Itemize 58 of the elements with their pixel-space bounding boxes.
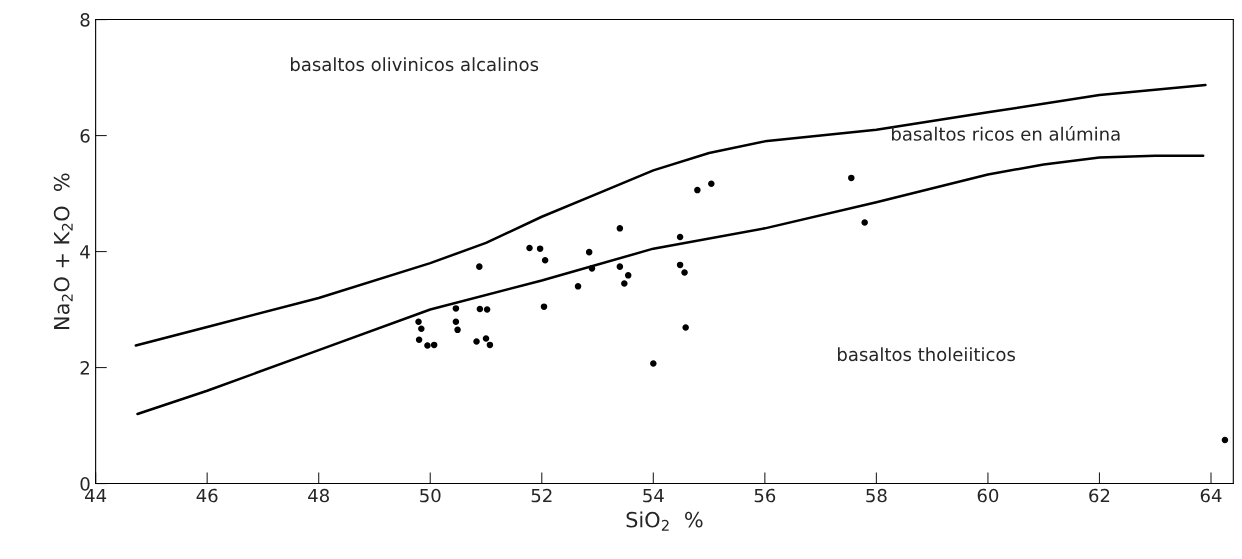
point: [676, 261, 684, 269]
point: [430, 341, 438, 349]
x-tick-label: 64: [1200, 488, 1222, 503]
point: [415, 336, 423, 343]
y-tick-label: 0: [80, 476, 90, 491]
point: [650, 360, 657, 367]
point: [682, 324, 689, 331]
point: [621, 280, 628, 287]
point: [540, 303, 548, 310]
annotation: basaltos tholeiiticos: [838, 347, 1015, 362]
annotation: basaltos ricos en alúmina: [892, 126, 1120, 141]
point: [536, 245, 544, 252]
y-tick-label: 2: [80, 361, 89, 375]
x-tick-label: 44: [85, 488, 107, 503]
annotation: basaltos olivinicos alcalinos: [291, 57, 539, 72]
x-tick-label: 54: [643, 488, 664, 503]
line-series: [136, 154, 1205, 416]
point: [452, 305, 460, 312]
x-tick-label: 62: [1089, 488, 1110, 503]
point: [616, 263, 624, 270]
point: [452, 318, 460, 325]
y-axis-title: Na$_{2}$O + K$_{2}$O %: [53, 173, 73, 329]
point: [418, 325, 425, 332]
x-tick-label: 56: [754, 488, 776, 503]
point: [588, 265, 596, 272]
point: [476, 305, 484, 313]
point: [473, 338, 480, 345]
y-tick-label: 6: [80, 129, 90, 143]
point: [681, 269, 688, 276]
x-tick-label: 50: [420, 488, 441, 503]
point: [694, 186, 701, 194]
line-series: [134, 83, 1207, 347]
point: [861, 219, 868, 226]
x-tick-label: 60: [977, 488, 999, 503]
point: [676, 233, 684, 241]
point: [415, 318, 422, 325]
y-tick-label: 8: [80, 13, 90, 27]
point: [476, 263, 483, 270]
point: [624, 272, 632, 279]
point: [616, 225, 624, 232]
point: [708, 180, 715, 187]
y-tick-label: 4: [80, 245, 90, 259]
point: [848, 174, 855, 182]
point: [424, 342, 431, 349]
x-tick-label: 52: [531, 488, 552, 503]
x-tick-label: 58: [866, 488, 887, 503]
point: [1221, 436, 1229, 444]
point: [486, 341, 494, 349]
x-axis-title: SiO$_{2}$ %: [626, 511, 703, 531]
point: [483, 306, 491, 313]
point: [541, 256, 549, 264]
point: [585, 248, 593, 256]
point: [454, 326, 461, 334]
x-tick-label: 46: [196, 488, 218, 503]
x-tick-label: 48: [308, 488, 329, 503]
point: [526, 244, 533, 252]
point: [482, 335, 490, 342]
point: [574, 283, 582, 290]
